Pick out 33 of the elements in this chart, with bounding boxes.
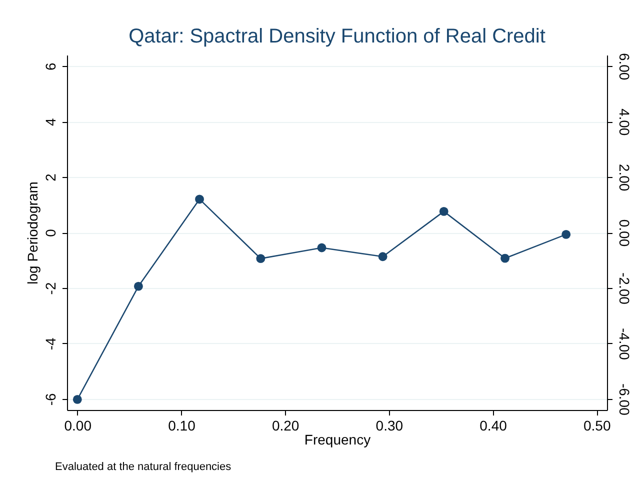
point <box>195 194 204 204</box>
x-tick-label: 0.30 <box>376 418 404 434</box>
y-tick-label: -6 <box>42 392 58 406</box>
x-tick-label: 0.50 <box>583 418 611 434</box>
y-tick-label: 4 <box>42 118 58 126</box>
x-axis-title: Frequency <box>304 432 371 448</box>
point <box>562 230 571 239</box>
point <box>134 282 143 291</box>
y-axis-title: log Periodogram <box>24 182 40 284</box>
x-tick-label: 0.00 <box>64 418 92 434</box>
point <box>378 252 388 262</box>
y-tick-label: 0 <box>42 228 58 237</box>
y-tick-label: -4 <box>42 338 58 350</box>
y2-tick-label: 2.00 <box>616 164 632 192</box>
chart-title: Qatar: Spactral Density Function of Real Credit <box>128 25 546 48</box>
x-tick-label: 0.40 <box>480 418 508 434</box>
x-tick-label: 0.10 <box>168 418 196 434</box>
y2-tick-label: -2.00 <box>616 272 632 305</box>
text: Evaluated at the natural frequencies <box>55 461 232 473</box>
y2-tick-label: -4.00 <box>616 328 632 360</box>
y2-tick-label: -6.00 <box>616 383 632 416</box>
y2-tick-label: 0.00 <box>616 219 632 247</box>
point <box>317 243 326 252</box>
point <box>500 254 510 263</box>
y-tick-label: -2 <box>42 282 58 295</box>
y2-tick-label: 6.00 <box>616 52 632 80</box>
point <box>256 254 266 264</box>
y2-tick-label: 4.00 <box>616 108 632 136</box>
point <box>439 206 448 216</box>
y-tick-label: 6 <box>42 62 58 70</box>
y-tick-label: 2 <box>42 173 58 182</box>
point <box>72 395 82 404</box>
x-tick-label: 0.20 <box>272 418 300 434</box>
